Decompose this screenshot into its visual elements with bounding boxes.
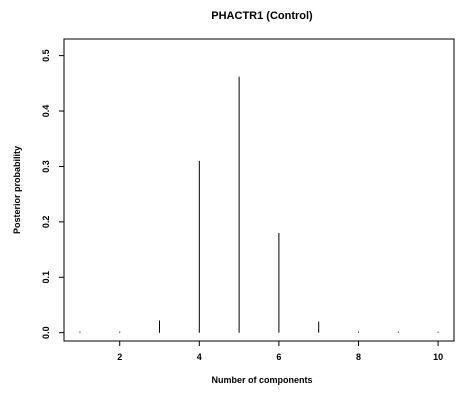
chart-title: PHACTR1 (Control) bbox=[211, 10, 313, 22]
x-tick-label: 6 bbox=[276, 352, 281, 362]
y-tick-label: 0.0 bbox=[41, 326, 51, 339]
y-tick-label: 0.3 bbox=[41, 160, 51, 173]
y-tick-label: 0.4 bbox=[41, 105, 51, 118]
x-tick-label: 8 bbox=[356, 352, 361, 362]
bars-layer bbox=[79, 76, 439, 333]
y-tick-label: 0.2 bbox=[41, 216, 51, 229]
x-axis-label: Number of components bbox=[211, 375, 312, 385]
y-tick-label: 0.5 bbox=[41, 49, 51, 62]
y-axis: 0.0 0.1 0.2 0.3 0.4 0.5 bbox=[41, 49, 64, 339]
y-tick-label: 0.1 bbox=[41, 271, 51, 284]
y-axis-label: Posterior probability bbox=[12, 146, 22, 234]
x-tick-label: 2 bbox=[117, 352, 122, 362]
x-axis: 2 4 6 8 10 bbox=[117, 341, 443, 362]
x-tick-label: 10 bbox=[433, 352, 443, 362]
x-tick-label: 4 bbox=[197, 352, 202, 362]
plot-frame bbox=[63, 38, 455, 342]
